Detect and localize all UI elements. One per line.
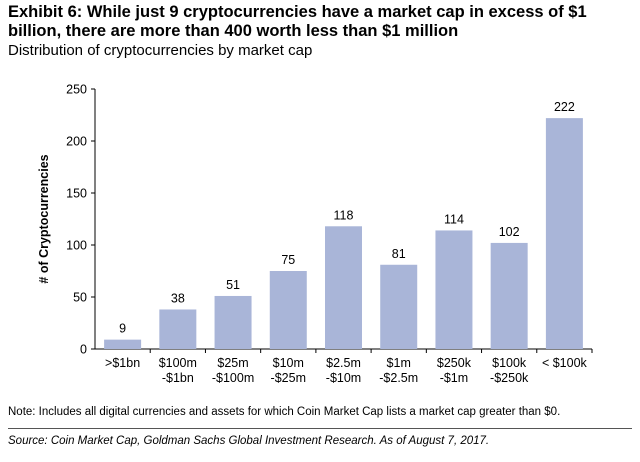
x-tick-label: < $100k: [542, 356, 588, 370]
bar-value-label: 222: [554, 100, 575, 114]
x-tick-label: $1m: [387, 356, 411, 370]
bar: [269, 271, 307, 349]
y-tick-label: 0: [80, 343, 87, 357]
bar: [104, 339, 142, 349]
chart-axes: 0 50 100 150 200 250 # of Cryptocurrencies >$1b…: [37, 83, 593, 385]
bar: [545, 118, 583, 350]
x-tick-label: -$1m: [440, 371, 468, 385]
x-tick-label: -$25m: [271, 371, 306, 385]
x-tick-label: $2.5m: [326, 356, 361, 370]
x-tick-label: -$10m: [326, 371, 361, 385]
x-tick-label: $25m: [217, 356, 248, 370]
y-tick-label: 200: [66, 135, 87, 149]
y-tick-label: 100: [66, 239, 87, 253]
y-axis-title: # of Cryptocurrencies: [37, 154, 51, 283]
x-tick-label: -$100m: [212, 371, 254, 385]
exhibit-title: Exhibit 6: While just 9 cryptocurrencies…: [8, 3, 587, 40]
bar: [325, 226, 362, 349]
chart-bars: 9 38 51 75 118 81 114 102 222: [104, 100, 583, 350]
bar: [435, 230, 473, 349]
x-tick-label: $250k: [437, 356, 472, 370]
y-tick-label: 150: [66, 187, 87, 201]
bar: [214, 295, 252, 349]
x-tick-label: -$2.5m: [379, 371, 418, 385]
x-tick-label: $100m: [159, 356, 197, 370]
bar-value-label: 114: [444, 212, 464, 226]
x-tick-label: >$1bn: [105, 356, 140, 370]
y-tick-label: 250: [66, 83, 87, 97]
bar-value-label: 38: [171, 291, 185, 305]
bar-chart: 0 50 100 150 200 250 # of Cryptocurrencies >$1b…: [37, 83, 593, 385]
bar-value-label: 102: [499, 225, 520, 239]
bar-value-label: 75: [281, 253, 295, 267]
source-text: Source: Coin Market Cap, Goldman Sachs G…: [8, 435, 490, 447]
x-tick-label: -$250k: [490, 371, 529, 385]
chart-subtitle: Distribution of cryptocurrencies by mark…: [8, 42, 313, 59]
divider-line: [8, 428, 632, 429]
x-tick-label: $10m: [273, 356, 304, 370]
y-tick-label: 50: [73, 291, 87, 305]
bar-value-label: 51: [226, 278, 240, 292]
bar-value-label: 9: [119, 322, 126, 336]
bar-value-label: 81: [392, 247, 406, 261]
bar-value-label: 118: [334, 208, 354, 222]
bar: [159, 309, 197, 349]
x-tick-label: $100k: [492, 356, 527, 370]
x-tick-label: -$1bn: [162, 371, 194, 385]
chart-note: Note: Includes all digital currencies an…: [8, 406, 561, 418]
bar: [490, 242, 528, 349]
bar: [380, 264, 418, 349]
